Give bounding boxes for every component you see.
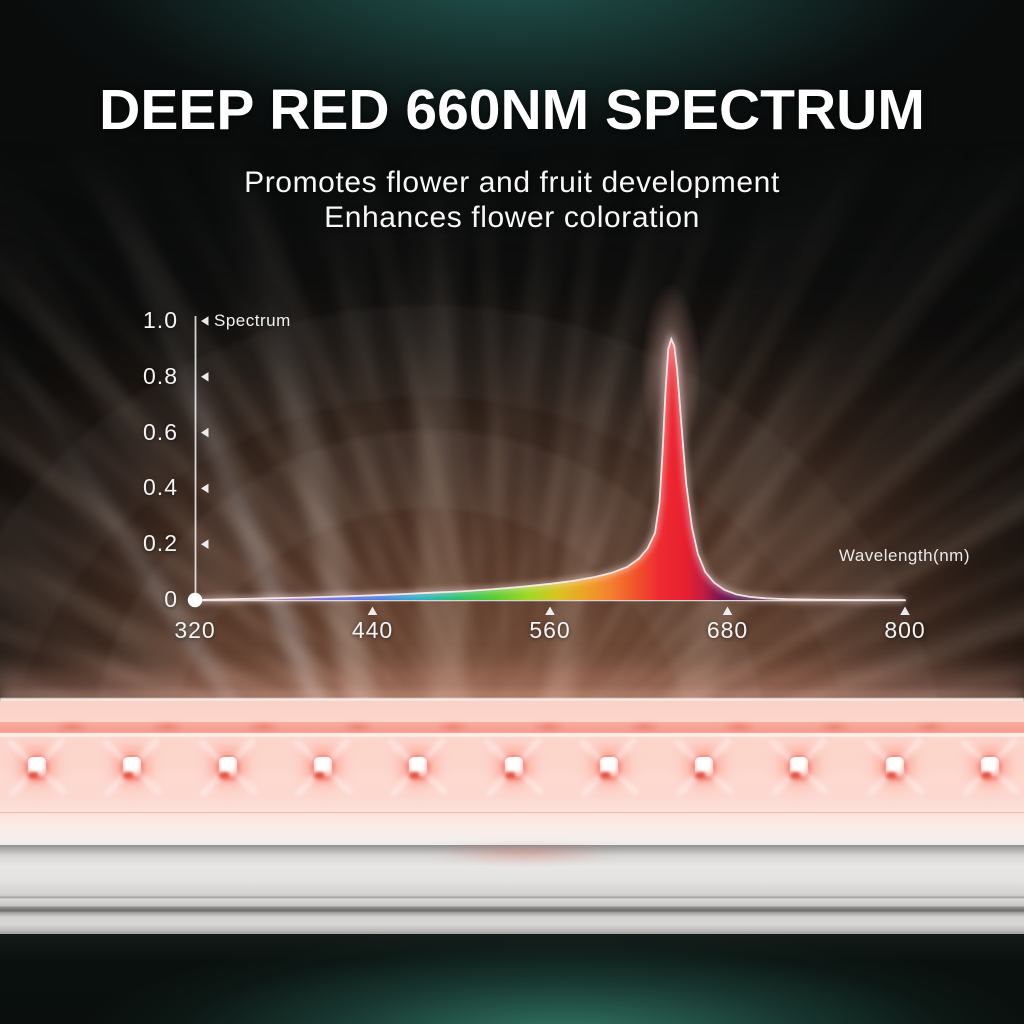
header: DEEP RED 660NM SPECTRUM Promotes flower … <box>0 82 1024 235</box>
led-chip <box>597 754 621 779</box>
led-bar-diffuser <box>0 701 1024 845</box>
stripe-reflection-dot <box>435 722 472 732</box>
subtitle: Promotes flower and fruit development En… <box>0 165 1024 235</box>
heatsink-red-reflection <box>430 845 620 861</box>
stripe-reflection-dot <box>721 722 758 732</box>
watermark-logo <box>30 920 290 1024</box>
stripe-reflection-dot <box>244 722 281 732</box>
stripe-reflection-dot <box>530 722 567 732</box>
led-bar-stripe <box>0 722 1024 733</box>
stripe-reflection-dot <box>816 722 853 732</box>
stripe-reflection-dot <box>625 722 662 732</box>
led-chip <box>406 754 430 779</box>
led-chip <box>692 754 716 779</box>
subtitle-line-2: Enhances flower coloration <box>324 201 700 234</box>
page-title: DEEP RED 660NM SPECTRUM <box>99 78 925 142</box>
stripe-reflection-dot <box>911 722 948 732</box>
stripe-reflection-dot <box>54 722 90 732</box>
led-chip <box>120 754 144 779</box>
led-chip <box>25 754 49 779</box>
led-chip <box>883 754 907 779</box>
stripe-reflection-dot <box>149 722 186 732</box>
led-chip <box>978 754 1002 779</box>
led-bar-stripe-highlight <box>0 733 1024 737</box>
led-chip <box>216 754 239 779</box>
led-bar-seam <box>0 812 1024 813</box>
led-chip <box>787 754 811 779</box>
subtitle-line-1: Promotes flower and fruit development <box>244 166 780 199</box>
led-chip <box>311 754 335 779</box>
stripe-reflection-dot <box>339 722 376 732</box>
led-chip <box>502 754 525 779</box>
